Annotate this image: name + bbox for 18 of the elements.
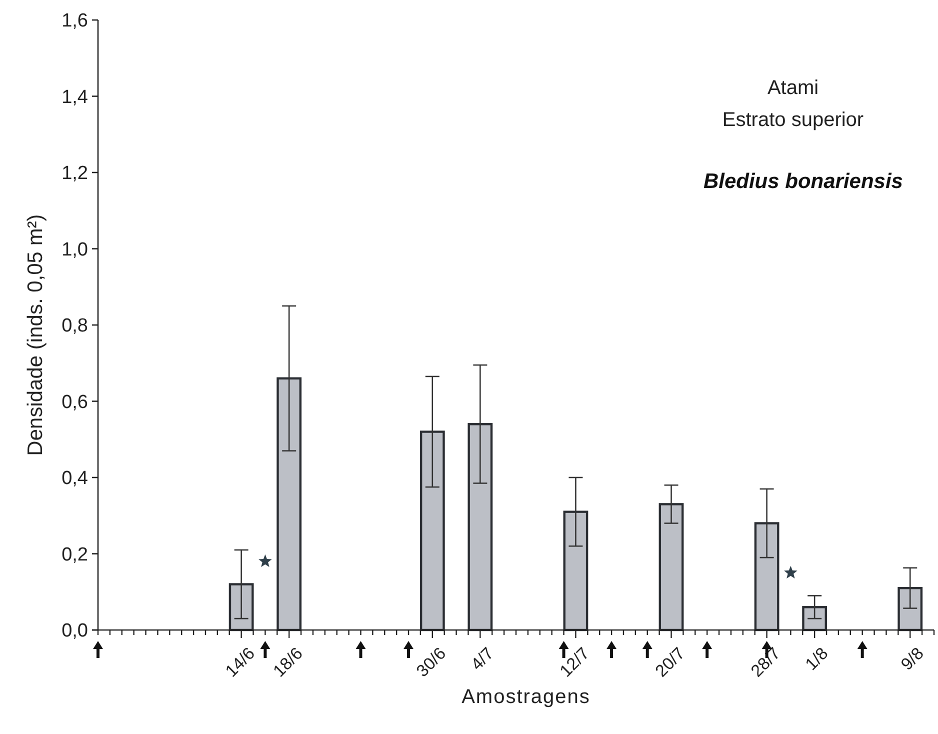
x-tick-label: 1/8 [802, 644, 832, 674]
y-tick-label: 1,4 [62, 86, 88, 108]
x-tick-label: 30/6 [412, 644, 450, 681]
y-tick-label: 0,8 [62, 316, 88, 337]
x-tick-label: 9/8 [897, 644, 928, 674]
text: Atami [767, 77, 819, 99]
y-tick-label: 0,0 [62, 620, 88, 642]
y-axis-title: Densidade (inds. 0,05 m²) [24, 214, 47, 456]
y-tick-label: 0,6 [62, 392, 88, 413]
y-tick-label: 1,2 [62, 163, 88, 184]
y-tick-label: 0,2 [62, 544, 88, 566]
x-tick-label: 4/7 [467, 644, 498, 674]
y-tick-label: 1,0 [62, 239, 88, 260]
y-tick-label: 0,4 [62, 468, 88, 490]
annotation: Bledius bonariensis [703, 170, 903, 193]
x-axis-title: Amostragens [462, 686, 590, 708]
text: Estrato superior [722, 109, 864, 131]
y-tick-label: 1,6 [62, 10, 88, 32]
